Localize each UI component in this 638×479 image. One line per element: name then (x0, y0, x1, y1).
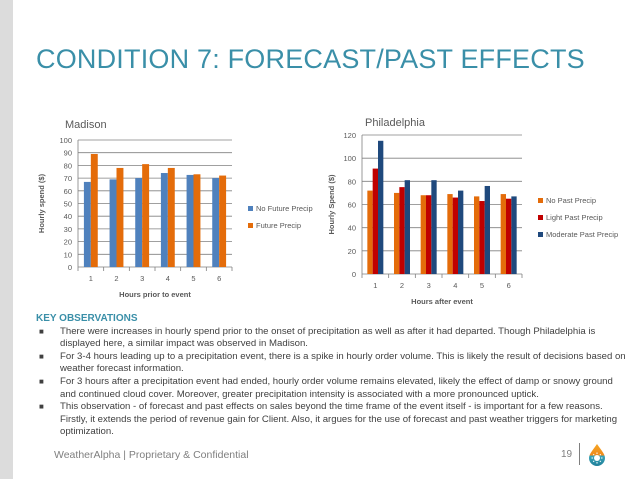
bar (479, 201, 485, 274)
y-tick-label: 20 (64, 238, 72, 247)
y-tick-label: 120 (343, 131, 356, 140)
bar (399, 187, 405, 274)
bullet-icon: ■ (39, 376, 44, 386)
x-tick-label: 4 (166, 274, 170, 283)
y-axis-label: Hourly Spend ($) (327, 174, 336, 235)
observation-text: For 3 hours after a precipitation event … (60, 375, 613, 400)
legend-label: Moderate Past Precip (546, 230, 618, 239)
weatheralpha-logo-icon (589, 444, 605, 466)
y-tick-label: 30 (64, 225, 72, 234)
legend-swatch (248, 206, 253, 211)
bar (447, 194, 453, 274)
legend-swatch (538, 232, 543, 237)
bar (394, 192, 400, 274)
observation-text: This observation - of forecast and past … (60, 401, 618, 438)
bar (458, 190, 464, 274)
philadelphia-chart: Philadelphia 0 20 40 60 80 100 120 1 2 3 4 5 6 Hours a… (327, 117, 618, 306)
bar (484, 185, 490, 274)
legend-label: Future Precip (256, 221, 301, 230)
y-tick-label: 100 (59, 136, 72, 145)
y-tick-label: 60 (64, 187, 72, 196)
y-tick-label: 70 (64, 174, 72, 183)
x-axis-label: Hours prior to event (119, 290, 191, 299)
bar (511, 196, 517, 274)
x-tick-label: 6 (507, 281, 511, 290)
legend-swatch (538, 198, 543, 203)
observation-item: ■ There were increases in hourly spend pr… (36, 326, 626, 351)
bullet-icon: ■ (39, 351, 44, 361)
slide-title: CONDITION 7: FORECAST/PAST EFFECTS (36, 44, 585, 74)
observations-list: ■ There were increases in hourly spend pr… (36, 326, 626, 439)
bar (219, 175, 227, 267)
bar (193, 174, 201, 267)
y-tick-label: 50 (64, 200, 72, 209)
y-tick-label: 100 (343, 154, 356, 163)
y-axis-label: Hourly spend ($) (37, 173, 46, 233)
y-tick-label: 40 (64, 212, 72, 221)
bullet-icon: ■ (39, 326, 44, 336)
bar (212, 178, 220, 267)
observation-text: For 3-4 hours leading up to a precipitat… (60, 350, 626, 375)
y-tick-label: 60 (348, 201, 356, 210)
y-tick-label: 0 (352, 270, 356, 279)
x-tick-label: 1 (373, 281, 377, 290)
bar (90, 153, 98, 267)
bar (500, 194, 506, 274)
y-tick-label: 20 (348, 247, 356, 256)
y-tick-label: 0 (68, 263, 72, 272)
bar (378, 140, 384, 274)
bar (160, 173, 168, 267)
legend-label: Light Past Precip (546, 213, 603, 222)
bar (474, 196, 480, 274)
bar (135, 178, 143, 267)
observation-text: There were increases in hourly spend pri… (60, 325, 596, 350)
bullet-icon: ■ (39, 402, 44, 412)
observation-item: ■ For 3 hours after a precipitation event… (36, 376, 626, 401)
y-tick-label: 80 (348, 177, 356, 186)
bar (420, 195, 426, 274)
x-tick-label: 3 (140, 274, 144, 283)
x-tick-label: 2 (114, 274, 118, 283)
page-number: 19 (561, 449, 573, 460)
bar (431, 180, 437, 274)
x-tick-label: 5 (480, 281, 484, 290)
x-tick-label: 4 (453, 281, 457, 290)
madison-chart: Madison 0 10 20 30 40 50 60 70 80 90 100 1 2 3 4 5 6 Hours… (37, 119, 313, 299)
y-tick-label: 10 (64, 250, 72, 259)
x-tick-label: 2 (400, 281, 404, 290)
footer-divider (579, 443, 580, 465)
left-sidebar-strip (0, 0, 13, 479)
footer-text: WeatherAlpha | Proprietary & Confidentia… (54, 449, 249, 461)
y-tick-label: 80 (64, 161, 72, 170)
y-tick-label: 40 (348, 224, 356, 233)
bar (426, 195, 432, 274)
bar (83, 181, 91, 267)
legend-label: No Future Precip (256, 204, 313, 213)
x-axis-label: Hours after event (411, 297, 473, 306)
legend-swatch (248, 223, 253, 228)
bar (452, 197, 458, 274)
x-tick-label: 5 (191, 274, 195, 283)
chart-title: Philadelphia (365, 117, 426, 129)
key-observations: KEY OBSERVATIONS ■ There were increases i… (36, 313, 626, 439)
legend-label: No Past Precip (546, 196, 596, 205)
bar (109, 179, 117, 267)
bar (506, 198, 512, 274)
bar (142, 164, 150, 267)
observations-heading: KEY OBSERVATIONS (36, 313, 138, 324)
observation-item: ■ For 3-4 hours leading up to a precipita… (36, 351, 626, 376)
x-tick-label: 3 (427, 281, 431, 290)
bar (372, 168, 378, 274)
bar (404, 180, 410, 274)
x-tick-label: 1 (89, 274, 93, 283)
bar (186, 174, 194, 267)
bar (116, 167, 124, 267)
observation-item: ■ This observation - of forecast and past… (36, 401, 626, 439)
legend-swatch (538, 215, 543, 220)
bar (367, 190, 373, 274)
chart-title: Madison (65, 119, 107, 131)
bar (167, 167, 175, 267)
x-tick-label: 6 (217, 274, 221, 283)
y-tick-label: 90 (64, 149, 72, 158)
